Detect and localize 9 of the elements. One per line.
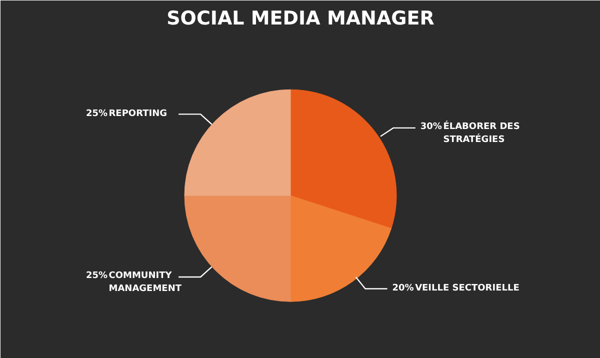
slice-label: ÉLABORER DES STRATÉGIES <box>443 120 520 145</box>
data-label: 20% <box>392 284 414 294</box>
data-label: 25% <box>86 109 108 120</box>
slice-label: COMMUNITY MANAGEMENT <box>108 270 182 294</box>
chart-title: SOCIAL MEDIA MANAGER <box>166 8 435 30</box>
data-label: 25% <box>86 270 108 281</box>
slice-label: VEILLE SECTORIELLE <box>415 284 520 294</box>
slice-label: REPORTING <box>108 109 168 120</box>
data-label: 30% <box>420 122 442 132</box>
